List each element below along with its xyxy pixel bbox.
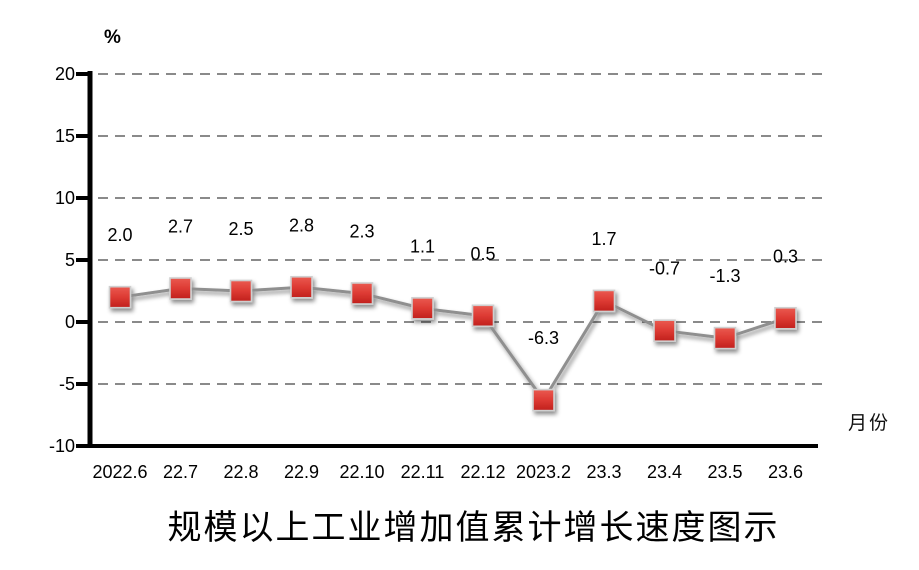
data-point-marker (350, 282, 374, 305)
y-tick-label: -10 (49, 436, 75, 456)
y-tick-label: 20 (55, 64, 75, 84)
x-tick-label: 22.9 (284, 462, 319, 482)
data-point-marker (774, 306, 797, 330)
data-point-marker (290, 275, 313, 299)
x-tick-label: 2023.2 (516, 462, 571, 482)
data-point-value-label: 2.7 (168, 217, 193, 237)
y-tick-label: 15 (55, 126, 75, 146)
x-tick-label: 23.3 (586, 462, 621, 482)
x-tick-label: 2022.6 (92, 462, 147, 482)
y-tick-label: 0 (65, 312, 75, 332)
y-axis-unit-label: % (104, 27, 121, 48)
x-tick-label: 22.11 (401, 462, 445, 482)
y-tick-label: 10 (55, 188, 75, 208)
data-point-value-label: -1.3 (709, 266, 740, 286)
data-point-value-label: -0.7 (649, 259, 680, 279)
x-tick-label: 22.8 (223, 462, 258, 482)
data-point-marker (471, 304, 495, 328)
x-axis-unit-label: 月份 (848, 413, 891, 434)
data-point-marker (169, 277, 192, 300)
data-point-marker (229, 279, 253, 303)
data-point-marker (653, 319, 676, 342)
data-point-value-label: 2.5 (228, 219, 253, 239)
data-point-value-label: 0.3 (773, 246, 798, 266)
data-point-value-label: 0.5 (470, 244, 495, 264)
data-point-marker (713, 326, 737, 350)
chart-title: 规模以上工业增加值累计增长速度图示 (167, 510, 780, 547)
x-tick-label: 22.10 (339, 462, 384, 482)
y-tick-label: -5 (59, 374, 75, 394)
x-tick-label: 23.5 (707, 462, 742, 482)
x-tick-label: 22.7 (163, 462, 198, 482)
y-tick-label: 5 (65, 250, 75, 270)
data-point-value-label: 2.8 (289, 215, 314, 235)
data-point-marker (592, 289, 616, 313)
data-point-value-label: 2.0 (107, 225, 132, 245)
data-point-value-label: -6.3 (528, 328, 559, 348)
x-tick-label: 23.6 (768, 462, 803, 482)
data-point-marker (108, 285, 132, 309)
x-tick-label: 22.12 (460, 462, 505, 482)
data-point-marker (532, 388, 555, 412)
data-point-value-label: 1.7 (591, 229, 616, 249)
data-point-value-label: 2.3 (349, 221, 374, 241)
data-point-value-label: 1.1 (410, 236, 435, 256)
data-point-marker (411, 297, 434, 320)
x-tick-label: 23.4 (647, 462, 682, 482)
data-series (108, 275, 797, 412)
